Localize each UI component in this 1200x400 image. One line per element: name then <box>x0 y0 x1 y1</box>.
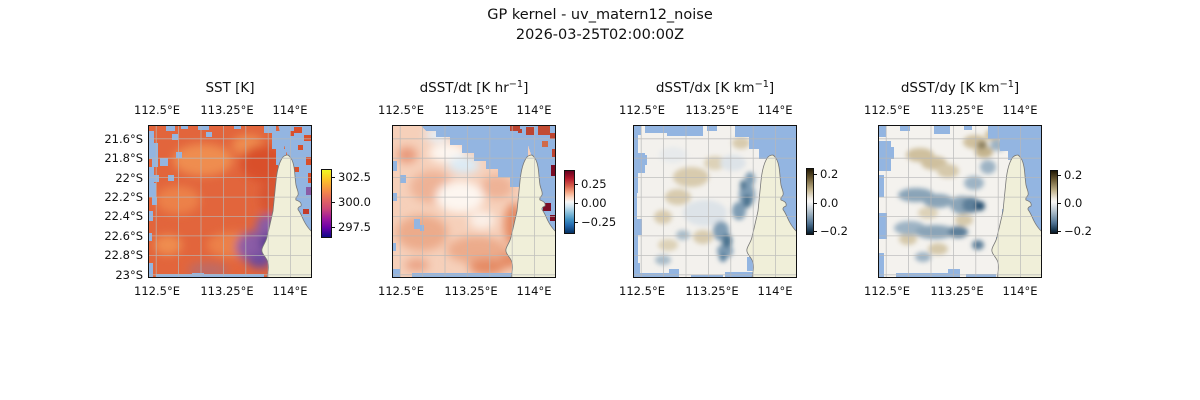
xtick-top: 112.5°E <box>864 103 910 117</box>
ytick: 22.8°S <box>104 248 143 262</box>
xtick-top: 114°E <box>516 103 552 117</box>
colorbar-sst: 302.5 300.0 297.5 <box>321 169 371 238</box>
colorbar-dsst-dy: 0.2 0.0 −0.2 <box>1050 168 1092 238</box>
map-dsst-dy <box>878 125 1042 278</box>
xtick-top: 113.25°E <box>685 103 739 117</box>
ytick: 22.4°S <box>104 209 143 223</box>
map-sst <box>148 125 312 278</box>
xtick-bottom: 114°E <box>757 284 793 298</box>
map-border <box>148 125 312 278</box>
xtick-bottom: 114°E <box>516 284 552 298</box>
xtick-top: 114°E <box>272 103 308 117</box>
colorbar-tick-label: 0.0 <box>1064 196 1083 210</box>
ytick: 21.6°S <box>104 132 143 146</box>
xtick-top: 112.5°E <box>134 103 180 117</box>
panel-title-dsstdx: dSST/dx [K km−1] <box>655 79 775 96</box>
colorbar-tick-label: −0.25 <box>581 215 617 229</box>
colorbar-tick-label: 0.0 <box>820 196 839 210</box>
map-border <box>878 125 1042 278</box>
colorbar-tick-label: 300.0 <box>338 195 371 209</box>
xtick-top: 112.5°E <box>619 103 665 117</box>
map-border <box>392 125 556 278</box>
colorbar-tick-label: 0.25 <box>581 177 607 191</box>
xtick-top: 113.25°E <box>200 103 254 117</box>
map-dsst-dt <box>392 125 556 278</box>
xtick-bottom: 113.25°E <box>930 284 984 298</box>
colorbar-tick-label: 302.5 <box>338 170 371 184</box>
xtick-top: 112.5°E <box>378 103 424 117</box>
colorbar-tick-label: −0.2 <box>1064 224 1092 238</box>
xtick-bottom: 113.25°E <box>200 284 254 298</box>
xtick-top: 114°E <box>757 103 793 117</box>
xtick-bottom: 112.5°E <box>134 284 180 298</box>
colorbar-dsst-dx: 0.2 0.0 −0.2 <box>806 167 848 238</box>
ytick: 22.2°S <box>104 190 143 204</box>
xtick-bottom: 112.5°E <box>864 284 910 298</box>
xtick-bottom: 113.25°E <box>685 284 739 298</box>
figure-timestamp: 2026-03-25T02:00:00Z <box>515 27 685 43</box>
xtick-bottom: 114°E <box>1002 284 1038 298</box>
map-border <box>633 125 797 278</box>
xtick-bottom: 112.5°E <box>619 284 665 298</box>
colorbar-tick-label: −0.2 <box>820 224 848 238</box>
xtick-top: 113.25°E <box>930 103 984 117</box>
panel-title-dsstdt: dSST/dt [K hr−1] <box>419 79 529 96</box>
colorbar-tick-label: 0.2 <box>1064 168 1083 182</box>
colorbar-tick-label: 0.00 <box>581 196 607 210</box>
xtick-bottom: 113.25°E <box>444 284 498 298</box>
colorbar-tick-label: 297.5 <box>338 220 371 234</box>
xtick-top: 114°E <box>1002 103 1038 117</box>
xtick-bottom: 112.5°E <box>378 284 424 298</box>
ytick: 22.6°S <box>104 229 143 243</box>
ytick: 22°S <box>115 171 143 185</box>
panel-title-dsstdy: dSST/dy [K km−1] <box>900 79 1020 96</box>
ytick: 21.8°S <box>104 151 143 165</box>
colorbar-tick-label: 0.2 <box>820 167 839 181</box>
map-dsst-dx <box>633 125 797 278</box>
figure-title: GP kernel - uv_matern12_noise <box>487 7 713 23</box>
panel-title-sst: SST [K] <box>205 79 255 96</box>
colorbar-dsst-dt: 0.25 0.00 −0.25 <box>564 170 616 234</box>
xtick-bottom: 114°E <box>272 284 308 298</box>
xtick-top: 113.25°E <box>444 103 498 117</box>
ytick: 23°S <box>115 268 143 282</box>
